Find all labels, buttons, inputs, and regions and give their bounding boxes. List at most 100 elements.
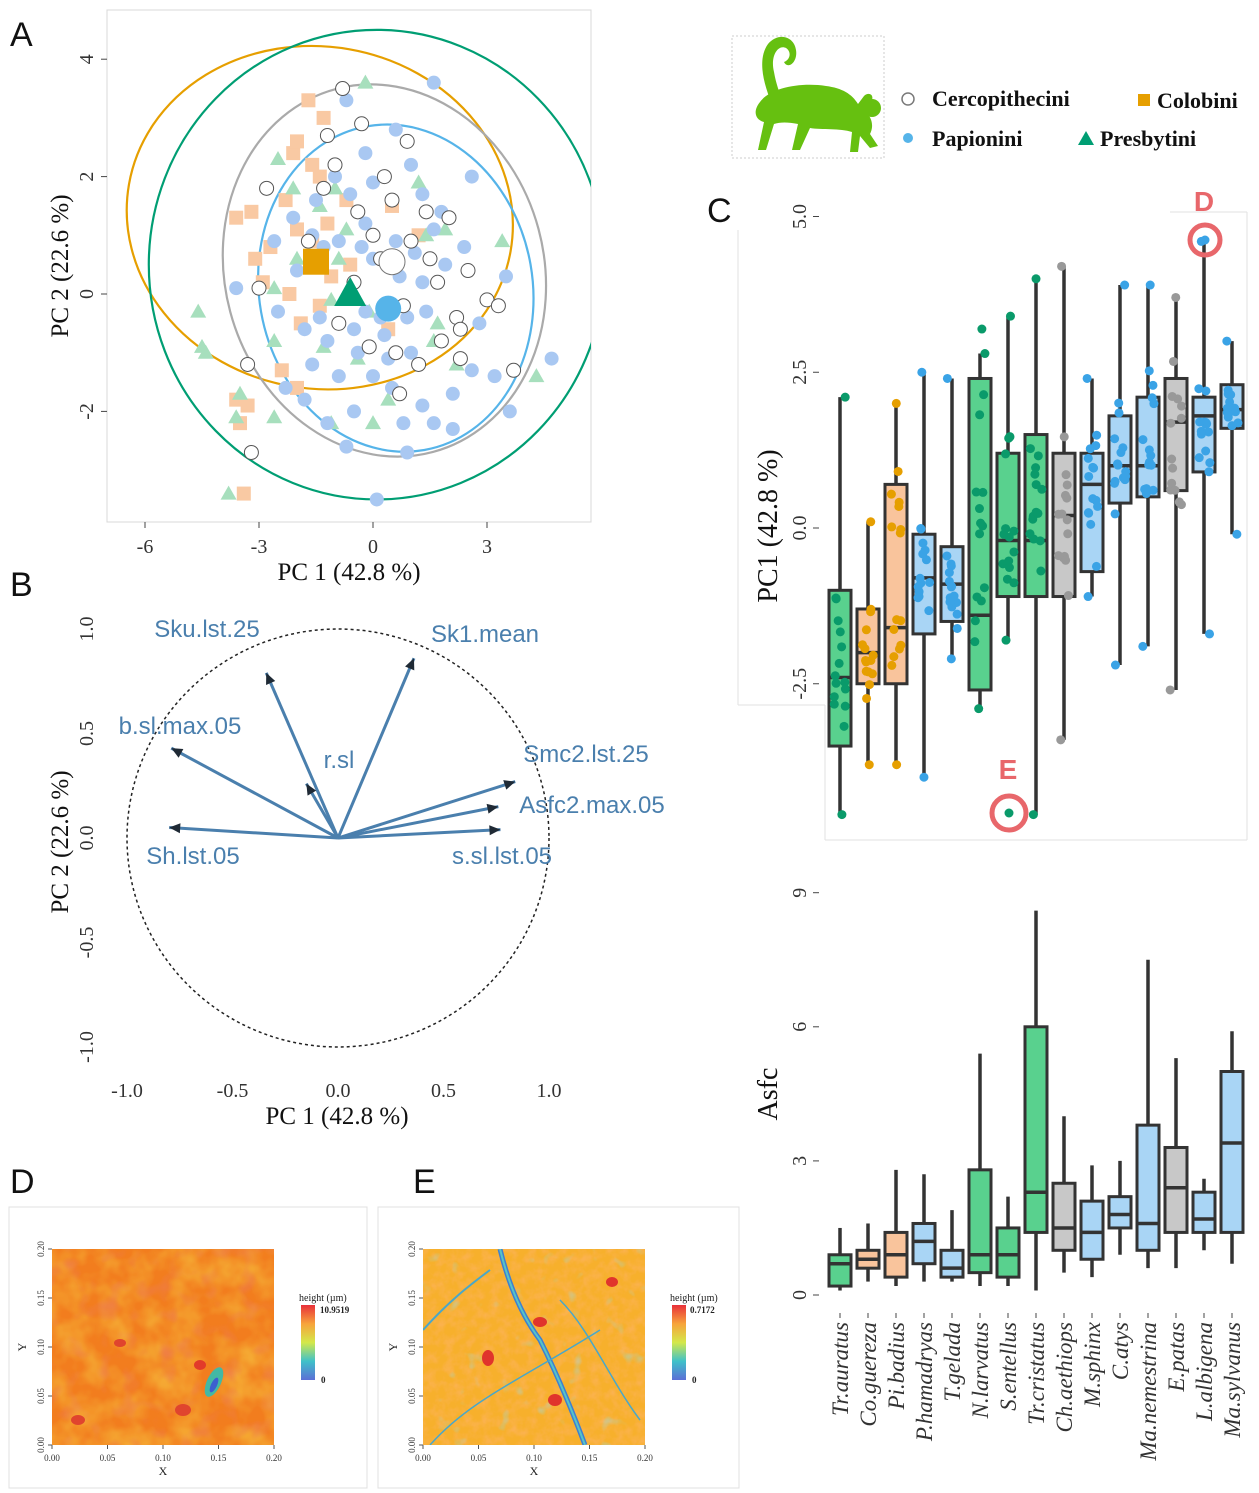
heatmap-ytick-label: 0.20 (36, 1241, 46, 1257)
jitter-point (837, 810, 846, 819)
jitter-point (868, 669, 877, 678)
jitter-point (1113, 459, 1122, 468)
jitter-point (1222, 337, 1231, 346)
point-papionini (339, 440, 353, 454)
point-papionini (298, 322, 312, 336)
jitter-point (1084, 509, 1093, 518)
jitter-point (862, 694, 871, 703)
point-papionini (332, 234, 346, 248)
jitter-point (916, 525, 925, 534)
jitter-point (865, 760, 874, 769)
vector-label: r.sl (324, 747, 355, 774)
jitter-point (834, 616, 843, 625)
jitter-point (896, 525, 905, 534)
jitter-point (1120, 281, 1129, 290)
heatmap-xtick-label: 0.05 (100, 1453, 116, 1463)
heatmap-xtick-label: 0.15 (211, 1453, 227, 1463)
asfc-box-L.albigena (1193, 1192, 1215, 1232)
point-papionini (404, 158, 418, 172)
jitter-point (1056, 735, 1065, 744)
centroid-papionini (375, 296, 401, 322)
panel-b-xtick-label: -1.0 (111, 1080, 143, 1102)
point-papionini (271, 305, 285, 319)
panel-a-xtick-label: 3 (482, 536, 492, 558)
point-cercopithecini (260, 181, 274, 195)
jitter-point (1168, 392, 1177, 401)
point-papionini (347, 404, 361, 418)
point-colobini (301, 93, 315, 107)
jitter-point (1146, 451, 1155, 460)
point-cercopithecini (317, 181, 331, 195)
point-papionini (389, 234, 403, 248)
jitter-point (1032, 274, 1041, 283)
jitter-point (1138, 435, 1147, 444)
category-label-C.atys: C.atys (1108, 1322, 1133, 1380)
heatmap-ytick-label: 0.00 (36, 1437, 46, 1453)
panel-c-asfc-boxplot: 0369 Asfc Tr.auratus Co.guereza Pi.badius P… (753, 888, 1245, 1462)
jitter-point (1149, 399, 1158, 408)
vector-arrowhead (169, 823, 180, 833)
jitter-point (947, 654, 956, 663)
centroid-cercopithecini (379, 249, 405, 275)
jitter-point (1201, 446, 1210, 455)
heatmap-xtick-label: 0.20 (637, 1453, 653, 1463)
panel-e-legend-max: 0.7172 (690, 1305, 715, 1315)
point-papionini (355, 240, 369, 254)
jitter-point (1002, 636, 1011, 645)
jitter-point (1114, 408, 1123, 417)
jitter-point (836, 627, 845, 636)
point-cercopithecini (453, 352, 467, 366)
legend-cercopithecini-marker (902, 93, 914, 105)
vector-arrowhead (487, 804, 499, 814)
jitter-point (1001, 449, 1010, 458)
panel-c-bottom-ytick-label: 9 (789, 888, 811, 898)
jitter-point (945, 568, 954, 577)
jitter-point (925, 578, 934, 587)
panel-b-xtick-label: -0.5 (217, 1080, 249, 1102)
point-papionini (499, 269, 513, 283)
asfc-box-S.entellus (997, 1228, 1019, 1277)
jitter-point (917, 368, 926, 377)
point-papionini (427, 416, 441, 430)
jitter-point (860, 644, 869, 653)
jitter-point (972, 488, 981, 497)
point-papionini (313, 310, 327, 324)
jitter-point (946, 593, 955, 602)
vector-label: Sku.lst.25 (154, 616, 259, 643)
vector-arrowhead (489, 825, 500, 835)
jitter-point (1030, 470, 1039, 479)
jitter-point (1029, 810, 1038, 819)
jitter-point (1233, 418, 1242, 427)
jitter-point (916, 579, 925, 588)
jitter-point (1166, 685, 1175, 694)
point-cercopithecini (431, 275, 445, 289)
jitter-point (1140, 485, 1149, 494)
jitter-point (1086, 444, 1095, 453)
jitter-point (1092, 562, 1101, 571)
panel-a-ytick-label: 4 (76, 54, 98, 64)
point-papionini (415, 187, 429, 201)
point-papionini (396, 416, 410, 430)
jitter-point (1060, 432, 1069, 441)
heatmap-ytick-label: 0.05 (36, 1388, 46, 1404)
vector-Sh.lst.05 (169, 828, 338, 838)
jitter-point (1149, 486, 1158, 495)
asfc-box-Tr.cristatus (1025, 1027, 1047, 1233)
legend-colobini-marker (1138, 94, 1150, 106)
point-colobini (320, 217, 334, 231)
category-label-Co.guereza: Co.guereza (856, 1322, 881, 1427)
asfc-box-E.patas (1165, 1147, 1187, 1232)
legend-colobini-label: Colobini (1157, 88, 1238, 113)
panel-e-legend-min: 0 (692, 1375, 697, 1385)
point-cercopithecini (328, 158, 342, 172)
point-papionini (415, 275, 429, 289)
point-cercopithecini (389, 346, 403, 360)
jitter-point (975, 410, 984, 419)
heatmap-ytick-label: 0.10 (36, 1339, 46, 1355)
legend-papionini-label: Papionini (932, 126, 1022, 151)
point-papionini (347, 322, 361, 336)
point-colobini (275, 363, 289, 377)
point-papionini (427, 76, 441, 90)
jitter-point (1005, 563, 1014, 572)
jitter-point (971, 616, 980, 625)
